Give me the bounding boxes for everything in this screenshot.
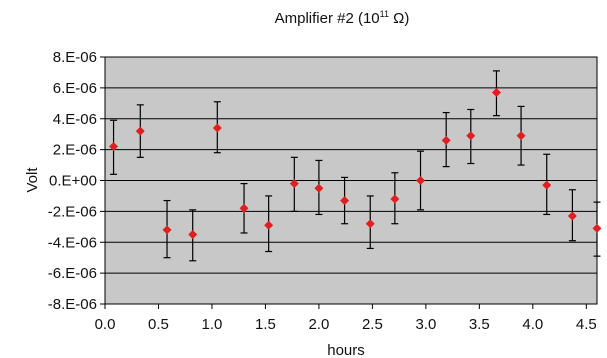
diamond-marker: [109, 142, 119, 152]
diamond-marker: [289, 179, 299, 189]
x-tick-label: 4.0: [522, 316, 543, 333]
x-tick-label: 3.0: [415, 316, 436, 333]
y-axis: 8.E-06 6.E-06 4.E-06 2.E-06 0.E+00 -2.E-06 -4.…: [48, 49, 105, 313]
data-point: [212, 101, 222, 154]
data-point: [542, 153, 552, 216]
diamond-marker: [264, 220, 274, 230]
x-tick-label: 3.5: [469, 316, 490, 333]
data-point: [314, 159, 324, 216]
diamond-marker: [162, 225, 172, 235]
data-point: [264, 195, 274, 253]
data-point: [592, 201, 602, 257]
x-tick-label: 2.0: [308, 316, 329, 333]
data-point: [516, 105, 526, 166]
y-tick-label: 8.E-06: [53, 49, 97, 66]
x-axis: 0.0 0.5 1.0 1.5 2.0 2.5 3.0 3.5 4.0 4.5: [95, 304, 597, 333]
x-tick-label: 0.0: [95, 316, 116, 333]
y-tick-label: 2.E-06: [53, 142, 97, 159]
diamond-marker: [441, 135, 451, 145]
diamond-marker: [314, 183, 324, 193]
data-point: [239, 182, 249, 234]
chart-title: Amplifier #2 (1011 Ω): [275, 9, 410, 27]
diamond-marker: [239, 203, 249, 213]
diamond-marker: [416, 176, 426, 185]
grid-lines: [105, 56, 597, 305]
diamond-marker: [365, 219, 375, 229]
x-axis-label: hours: [327, 342, 365, 358]
x-tick-label: 1.5: [255, 316, 276, 333]
diamond-marker: [491, 88, 501, 98]
diamond-marker: [340, 196, 350, 206]
diamond-marker: [390, 194, 400, 204]
data-point: [416, 150, 426, 211]
y-tick-label: -6.E-06: [48, 265, 97, 282]
x-tick-label: 4.5: [576, 316, 597, 333]
diamond-marker: [542, 180, 552, 190]
data-series: [109, 70, 602, 262]
diamond-marker: [592, 223, 602, 233]
x-tick-label: 0.5: [148, 316, 169, 333]
y-tick-label: 4.E-06: [53, 111, 97, 128]
data-point: [567, 189, 577, 242]
data-point: [491, 70, 501, 117]
data-point: [340, 176, 350, 225]
data-point: [441, 111, 451, 168]
y-tick-label: 0.E+00: [49, 173, 97, 190]
diamond-marker: [188, 230, 198, 240]
data-point: [390, 172, 400, 225]
diamond-marker: [567, 211, 577, 221]
diamond-marker: [135, 126, 145, 136]
chart-title-suffix: Ω): [389, 10, 409, 27]
diamond-marker: [516, 131, 526, 141]
y-tick-label: 6.E-06: [53, 80, 97, 97]
diamond-marker: [466, 131, 476, 141]
data-point: [109, 119, 119, 175]
x-tick-label: 1.0: [202, 316, 223, 333]
data-point: [466, 108, 476, 165]
chart-title-superscript: 11: [380, 9, 389, 19]
y-axis-label: Volt: [24, 167, 41, 193]
diamond-marker: [212, 123, 222, 133]
data-point: [365, 195, 375, 250]
y-tick-label: -4.E-06: [48, 234, 97, 251]
y-tick-label: -8.E-06: [48, 296, 97, 313]
data-point: [162, 199, 172, 259]
data-point: [289, 156, 299, 212]
x-tick-label: 2.5: [362, 316, 383, 333]
data-point: [135, 104, 145, 158]
y-tick-label: -2.E-06: [48, 203, 97, 220]
chart-title-main: Amplifier #2 (10: [275, 10, 380, 27]
data-point: [188, 209, 198, 262]
